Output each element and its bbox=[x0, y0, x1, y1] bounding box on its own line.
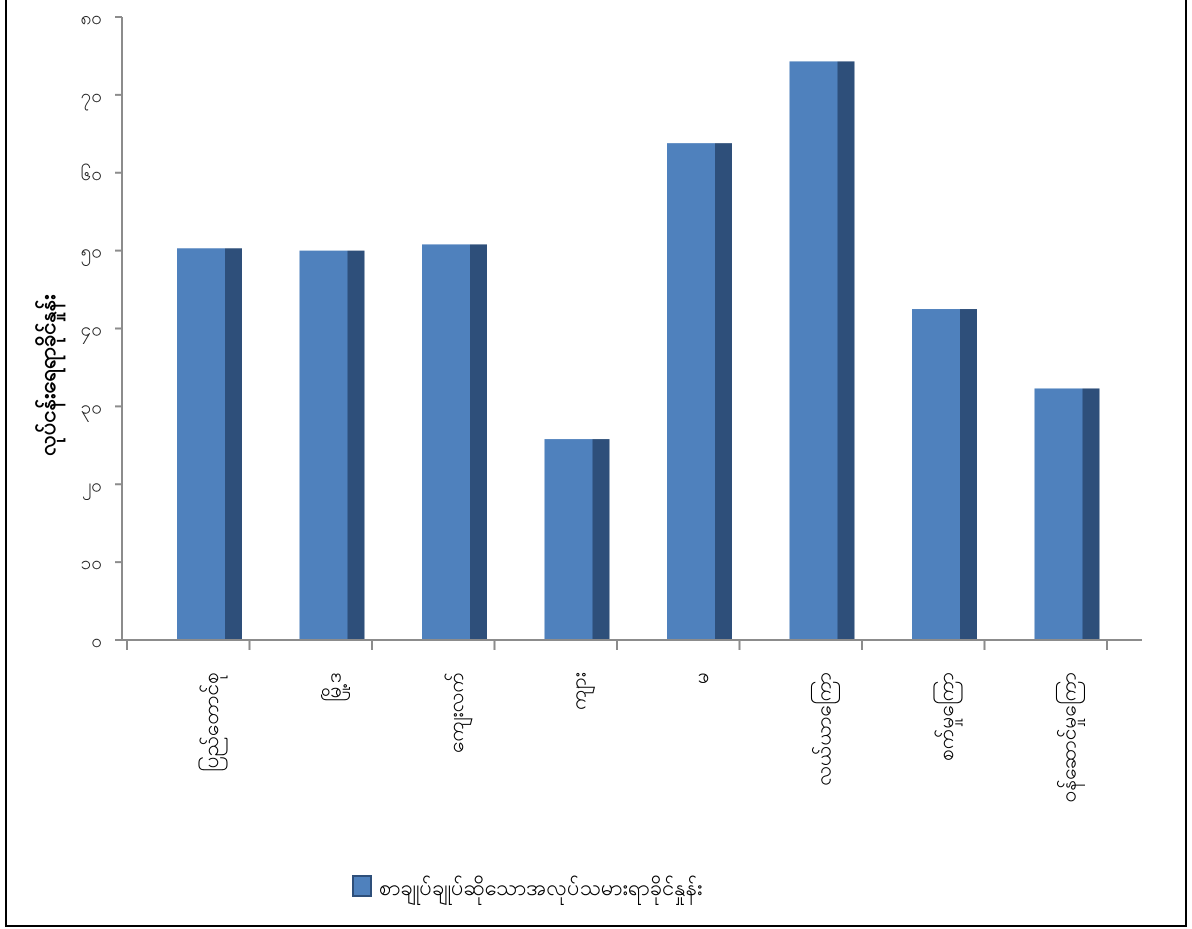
bar-front bbox=[789, 61, 838, 641]
bar bbox=[789, 61, 855, 641]
y-tick-label: ၄၀ bbox=[81, 319, 102, 345]
bar-side bbox=[837, 61, 855, 641]
x-tick-label: မြို့ဒ bbox=[320, 672, 351, 702]
bar bbox=[299, 250, 365, 640]
bar bbox=[667, 143, 732, 640]
x-tick-label: ပြည်တောင်စု bbox=[197, 672, 228, 772]
y-tick-label: ၇၀ bbox=[81, 85, 102, 111]
y-tick-label: ၆၀ bbox=[81, 162, 102, 185]
bar bbox=[177, 248, 242, 640]
y-tick-label: ၈၀ bbox=[80, 7, 102, 29]
legend-swatch bbox=[352, 875, 372, 897]
y-axis: ၀ ၁၀ ၂၀ ၃၀ ၄၀ ၅၀ ၆၀ ၇၀ ၈၀ bbox=[80, 7, 123, 652]
bar-front bbox=[177, 248, 225, 640]
bar-front bbox=[667, 143, 715, 640]
bar-side bbox=[592, 439, 610, 640]
x-tick-label: မ bbox=[689, 672, 713, 684]
bar-chart: ၀ ၁၀ ၂၀ ၃၀ ၄၀ ၅၀ ၆၀ ၇၀ ၈၀ ပြည်တောင်စု မြို့ဒ ကျေးလ… bbox=[34, 7, 1142, 906]
y-tick-label: ၃၀ bbox=[81, 396, 102, 422]
bars bbox=[177, 61, 1100, 641]
y-tick-label: ၅၀ bbox=[81, 241, 102, 267]
legend-label: စာချုပ်ချုပ်ဆိုသောအလုပ်သမားရာခိုင်နှုန်း bbox=[379, 875, 703, 906]
bar-front bbox=[912, 309, 960, 640]
bar bbox=[912, 309, 977, 640]
chart-frame: ၀ ၁၀ ၂၀ ၃၀ ၄၀ ၅၀ ၆၀ ၇၀ ၈၀ ပြည်တောင်စု မြို့ဒ ကျေးလ… bbox=[5, 0, 1187, 927]
bar-side bbox=[225, 248, 242, 640]
x-tick-label: ကျေးလက် bbox=[443, 672, 473, 753]
legend: စာချုပ်ချုပ်ဆိုသောအလုပ်သမားရာခိုင်နှုန်း bbox=[352, 875, 703, 906]
x-tick-label: လယ်ယာကြော bbox=[810, 672, 841, 786]
bar-side bbox=[347, 250, 365, 640]
bar-side bbox=[960, 309, 977, 640]
bar-front bbox=[422, 244, 470, 640]
bar bbox=[1034, 388, 1100, 640]
y-axis-label: လုပ်ငန်းရေရာခိုင်နှုန်း bbox=[34, 294, 66, 456]
bar-front bbox=[1034, 388, 1083, 640]
bar-side bbox=[470, 244, 487, 640]
x-axis: ပြည်တောင်စု မြို့ဒ ကျေးလက် ကျား မ လယ်ယာကြော စက… bbox=[122, 639, 1142, 802]
bar bbox=[544, 439, 610, 640]
bar-front bbox=[544, 439, 593, 640]
bar-side bbox=[1082, 388, 1100, 640]
bar-side bbox=[715, 143, 732, 640]
x-tick-label: ကျား bbox=[567, 672, 596, 710]
y-tick-label: ၁၀ bbox=[81, 552, 102, 574]
x-tick-label: စက်မှုကြော bbox=[932, 672, 963, 761]
x-tick-label: ဝန်ဆောင်မှုကြော bbox=[1055, 672, 1086, 802]
bar bbox=[422, 244, 487, 640]
y-tick-label: ၀ bbox=[91, 630, 102, 652]
bar-front bbox=[299, 250, 348, 640]
y-tick-label: ၂၀ bbox=[82, 474, 102, 500]
